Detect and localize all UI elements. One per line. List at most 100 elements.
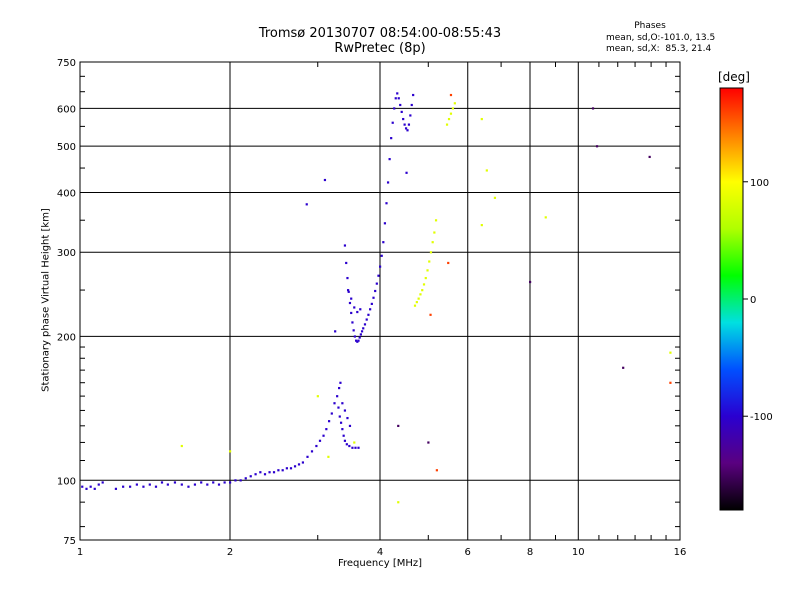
- echo-point: [445, 123, 449, 126]
- echo-point: [451, 107, 455, 110]
- echo-point: [407, 123, 411, 126]
- echo-point: [323, 178, 327, 182]
- echo-point: [281, 469, 284, 472]
- echo-point: [327, 420, 331, 423]
- echo-point: [365, 318, 368, 321]
- echo-point: [316, 395, 319, 398]
- echo-point: [375, 282, 378, 285]
- y-tick-label: 100: [57, 476, 76, 487]
- echo-point: [330, 412, 333, 415]
- echo-point: [435, 469, 438, 472]
- echo-point: [480, 224, 483, 227]
- echo-point: [334, 330, 337, 333]
- echo-point: [359, 308, 362, 311]
- echo-point: [306, 455, 309, 458]
- echo-point: [341, 428, 344, 431]
- echo-point: [338, 386, 341, 390]
- echo-point: [544, 216, 547, 219]
- echo-point: [345, 443, 348, 446]
- echo-point: [345, 261, 348, 265]
- echo-point: [402, 117, 405, 121]
- grid-lines: [80, 62, 680, 540]
- echo-point: [419, 293, 422, 296]
- echo-point: [362, 327, 365, 330]
- echo-point: [367, 313, 370, 316]
- echo-point: [388, 158, 391, 161]
- echo-point: [343, 439, 347, 442]
- echo-point: [426, 269, 429, 272]
- echo-point: [394, 97, 397, 100]
- echo-point: [383, 222, 387, 225]
- echo-point: [346, 416, 349, 420]
- y-tick-label: 500: [57, 142, 76, 153]
- echo-point: [229, 450, 232, 453]
- echo-point: [263, 473, 267, 476]
- echo-point: [356, 310, 359, 314]
- echo-point: [341, 402, 344, 405]
- echo-point: [485, 169, 488, 172]
- echo-point: [339, 381, 342, 384]
- echo-point: [380, 254, 383, 257]
- echo-point: [114, 487, 118, 490]
- echo-point: [353, 335, 356, 338]
- echo-point: [354, 339, 358, 342]
- echo-point: [101, 481, 104, 484]
- echo-point: [529, 280, 532, 284]
- echo-point: [229, 481, 232, 484]
- echo-point: [358, 336, 361, 339]
- echo-point: [412, 93, 415, 97]
- echo-point: [382, 241, 385, 244]
- echo-point: [397, 97, 400, 100]
- echo-point: [223, 481, 226, 484]
- echo-point: [160, 481, 164, 484]
- echo-point: [427, 441, 430, 444]
- echo-point: [417, 297, 420, 300]
- colorbar-tick-label: -100: [750, 412, 773, 423]
- echo-point: [354, 446, 357, 449]
- echo-point: [409, 114, 412, 117]
- echo-point: [259, 471, 262, 474]
- phases-x-stats: mean, sd,X: 85.3, 21.4: [606, 44, 712, 54]
- echo-point: [338, 415, 341, 418]
- echo-point: [351, 446, 354, 449]
- echo-point: [363, 323, 367, 326]
- echo-point: [449, 112, 453, 115]
- echo-point: [390, 137, 393, 140]
- echo-point: [212, 481, 215, 484]
- echo-point: [372, 296, 375, 299]
- echo-point: [359, 333, 362, 336]
- colorbar-ticks: 100 0 -100: [743, 178, 773, 423]
- echo-point: [154, 485, 158, 488]
- echo-point: [422, 283, 426, 286]
- echo-point: [353, 441, 356, 444]
- echo-point: [493, 196, 497, 199]
- echo-point: [297, 463, 301, 466]
- echo-points: [81, 92, 672, 504]
- echo-point: [421, 289, 424, 292]
- echo-point: [173, 481, 177, 484]
- echo-point: [322, 434, 325, 437]
- x-tick-label: 16: [674, 547, 687, 558]
- echo-point: [325, 428, 328, 431]
- echo-point: [148, 483, 151, 486]
- phases-label: Phases: [634, 21, 666, 31]
- echo-point: [410, 103, 413, 107]
- echo-point: [348, 301, 352, 305]
- echo-point: [289, 467, 293, 470]
- echo-point: [357, 446, 360, 449]
- echo-point: [343, 244, 347, 247]
- echo-point: [429, 251, 433, 254]
- colorbar-tick-label: 0: [750, 295, 756, 306]
- echo-point: [200, 481, 203, 484]
- y-tick-label: 600: [57, 104, 76, 115]
- echo-point: [310, 450, 314, 453]
- echo-point: [393, 107, 396, 110]
- phases-o-stats: mean, sd,O:-101.0, 13.5: [606, 33, 716, 43]
- echo-point: [431, 241, 434, 244]
- echo-point: [379, 265, 382, 268]
- echo-point: [336, 395, 339, 398]
- echo-point: [142, 485, 145, 488]
- echo-point: [348, 424, 352, 428]
- echo-point: [648, 155, 651, 159]
- echo-point: [480, 117, 483, 121]
